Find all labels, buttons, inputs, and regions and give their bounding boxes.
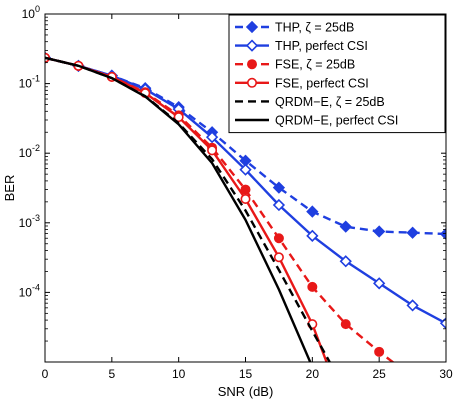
series-line [45,56,312,362]
series-layer [45,51,446,362]
legend-box [228,14,446,134]
legend: THP, ζ = 25dB THP, perfect CSI FSE, ζ = 25… [228,14,446,134]
series-6 [45,56,312,362]
legend-label: THP, ζ = 25dB [275,21,354,35]
data-point [273,252,284,263]
data-point [240,193,251,204]
y-tick-exponent: 0 [35,4,40,14]
data-point [205,131,219,144]
legend-label: QRDM−E, ζ = 25dB [275,95,385,109]
legend-label: FSE, ζ = 25dB [275,58,355,72]
legend-item: THP, ζ = 25dB [235,21,354,35]
x-tick-label: 10 [172,367,186,381]
y-tick-label: 10-3 [19,213,40,230]
x-tick-label: 25 [372,367,386,381]
legend-item: FSE, ζ = 25dB [235,58,355,72]
data-point [439,317,446,330]
legend-marker [247,77,258,88]
y-tick-label: 100 [22,4,40,21]
y-tick-exponent: -1 [32,74,40,84]
data-point [306,205,319,218]
data-point [272,181,286,194]
data-point [240,184,251,195]
data-point [339,255,352,268]
x-tick-label: 20 [306,367,320,381]
data-point [272,198,286,212]
series-line [45,56,395,362]
data-point [373,225,386,238]
x-axis-label: SNR (dB) [218,384,274,399]
legend-label: FSE, perfect CSI [275,76,369,90]
y-axis-label: BER [2,175,17,202]
y-tick-exponent: -4 [32,282,40,292]
y-tick-label: 10-4 [19,282,40,299]
x-tick-label: 15 [239,367,253,381]
y-tick-base: 10 [19,77,33,91]
legend-marker [247,59,258,70]
data-point [173,112,184,123]
legend-item: FSE, perfect CSI [235,76,369,90]
x-tick-label: 0 [42,367,49,381]
legend-marker [245,20,259,34]
data-point [373,277,386,290]
data-point [339,220,352,233]
y-tick-base: 10 [19,146,33,160]
x-tick-label: 30 [439,367,453,381]
y-tick-exponent: -2 [32,143,40,153]
data-point [239,163,252,176]
y-tick-label: 10-1 [19,74,40,91]
legend-marker [245,39,259,52]
data-point [406,299,419,312]
data-point [439,227,446,241]
legend-item: QRDM−E, ζ = 25dB [235,95,385,109]
y-tick-exponent: -3 [32,213,40,223]
y-tick-base: 10 [19,285,33,299]
y-tick-label: 10-2 [19,143,40,160]
y-tick-base: 10 [22,7,36,21]
legend-item: THP, perfect CSI [235,39,368,53]
data-point [406,226,419,239]
data-point [374,346,385,357]
x-tick-label: 5 [108,367,115,381]
y-tick-base: 10 [19,216,33,230]
legend-item: QRDM−E, perfect CSI [235,114,398,128]
legend-label: THP, perfect CSI [275,39,368,53]
legend-label: QRDM−E, perfect CSI [275,114,398,128]
data-point [306,229,319,242]
data-point [307,281,318,292]
data-point [207,145,218,156]
data-point [273,233,284,244]
data-point [340,319,351,330]
